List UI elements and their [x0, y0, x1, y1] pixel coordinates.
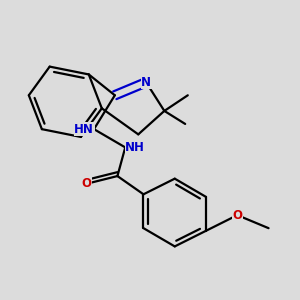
Text: O: O	[232, 208, 242, 222]
Text: HN: HN	[74, 123, 94, 136]
Text: O: O	[81, 177, 91, 190]
Text: NH: NH	[125, 141, 145, 154]
Text: N: N	[141, 76, 151, 89]
